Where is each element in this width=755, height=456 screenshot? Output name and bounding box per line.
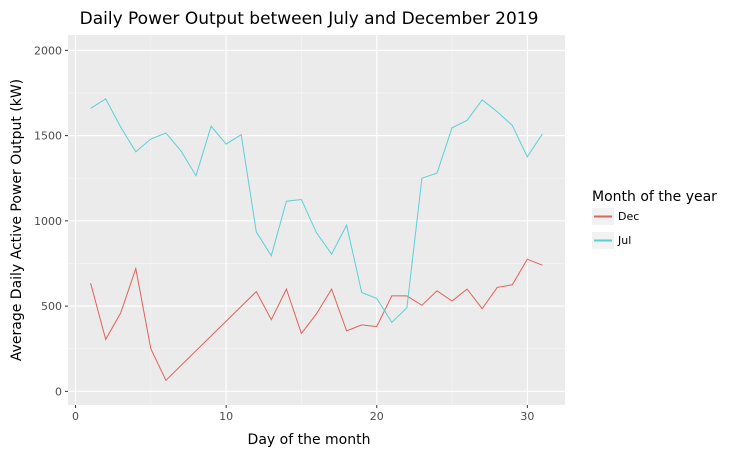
y-tick-label: 500	[41, 300, 62, 313]
legend-label-jul: Jul	[617, 234, 631, 247]
x-axis-title: Day of the month	[248, 432, 371, 448]
series-line-jul	[90, 98, 543, 324]
major-grid	[68, 35, 565, 405]
y-axis: 0 500 1000 1500 2000	[34, 44, 68, 398]
chart-title: Daily Power Output between July and Dece…	[80, 9, 539, 29]
legend-title: Month of the year	[592, 189, 717, 205]
x-axis: 0 10 20 30	[72, 405, 534, 423]
x-tick-label: 10	[219, 410, 233, 423]
plot-panel	[68, 35, 565, 405]
series-line-dec	[90, 258, 543, 382]
y-tick-label: 0	[55, 385, 62, 398]
legend-label-dec: Dec	[618, 210, 639, 223]
x-tick-label: 0	[72, 410, 79, 423]
series-layer	[90, 98, 543, 382]
x-tick-label: 30	[520, 410, 534, 423]
y-axis-title: Average Daily Active Power Output (kW)	[9, 79, 25, 361]
y-tick-label: 1000	[34, 215, 62, 228]
y-tick-label: 1500	[34, 130, 62, 143]
y-tick-label: 2000	[34, 44, 62, 57]
x-tick-label: 20	[370, 410, 384, 423]
legend: Month of the year Dec Jul	[592, 189, 717, 249]
